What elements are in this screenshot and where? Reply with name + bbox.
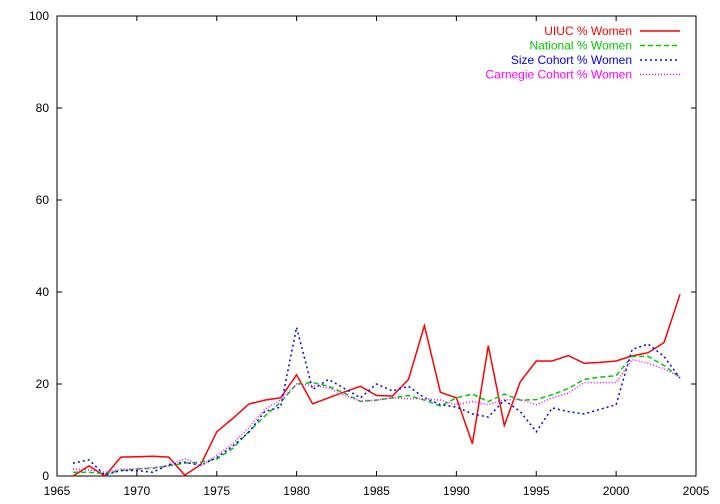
legend-label: National % Women	[530, 39, 633, 53]
y-tick-label: 60	[36, 193, 50, 207]
x-tick-label: 1970	[124, 484, 151, 498]
series-layer	[72, 294, 681, 477]
x-tick-label: 1965	[44, 484, 71, 498]
x-tick-label: 1975	[203, 484, 230, 498]
series-line-4	[72, 358, 681, 474]
y-tick-label: 40	[36, 285, 50, 299]
y-tick-label: 20	[36, 377, 50, 391]
y-tick-label: 0	[42, 469, 49, 483]
y-tick-label: 80	[36, 101, 50, 115]
x-tick-label: 1990	[443, 484, 470, 498]
x-tick-label: 1985	[363, 484, 390, 498]
x-tick-label: 2000	[603, 484, 630, 498]
x-tick-label: 2005	[683, 484, 710, 498]
x-tick-label: 1995	[523, 484, 550, 498]
axes: 1965 1970 1975 1980 1985 1990 1995 2000 2005 0 20 4…	[29, 9, 710, 498]
legend-label: Carnegie Cohort % Women	[485, 68, 632, 82]
series-line-2	[73, 355, 681, 475]
x-tick-label: 1980	[283, 484, 310, 498]
legend-label: UIUC % Women	[544, 24, 632, 38]
legend-label: Size Cohort % Women	[511, 53, 632, 67]
y-tick-label: 100	[29, 9, 49, 23]
